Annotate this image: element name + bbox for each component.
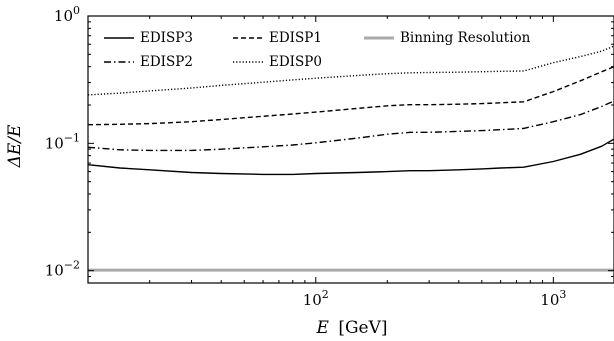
x-axis-label-unit: [GeV]: [338, 318, 387, 338]
y-tick-label: 100: [54, 4, 80, 25]
legend: EDISP3 EDISP2 EDISP1 EDISP0 Binning Resoluti…: [104, 30, 531, 70]
x-axis-label: E [GeV]: [315, 318, 387, 338]
legend-label: EDISP0: [269, 54, 322, 70]
x-axis-label-variable: E: [315, 318, 329, 338]
y-ticks: 10−2 10−1 100: [45, 4, 614, 284]
legend-label: EDISP1: [269, 30, 322, 46]
x-tick-label: 102: [303, 288, 329, 309]
x-tick-label: 103: [540, 288, 566, 309]
series-line-edisp1: [87, 66, 614, 126]
legend-entry-edisp2: EDISP2: [104, 54, 193, 70]
legend-entry-binning-resolution: Binning Resolution: [364, 30, 531, 46]
series-line-edisp2: [87, 100, 614, 152]
legend-label: EDISP3: [140, 30, 193, 46]
legend-label: EDISP2: [140, 54, 193, 70]
legend-entry-edisp0: EDISP0: [233, 54, 322, 70]
legend-label: Binning Resolution: [400, 30, 531, 46]
series-line-edisp3: [87, 138, 614, 176]
y-tick-label: 10−1: [45, 131, 80, 152]
series-lines: [87, 45, 614, 272]
y-axis-label: ΔE/E: [5, 124, 25, 168]
legend-entry-edisp3: EDISP3: [104, 30, 193, 46]
legend-entry-edisp1: EDISP1: [233, 30, 322, 46]
x-ticks: 102 103: [149, 16, 566, 309]
series-line-edisp0: [87, 45, 614, 96]
y-tick-label: 10−2: [45, 259, 80, 280]
